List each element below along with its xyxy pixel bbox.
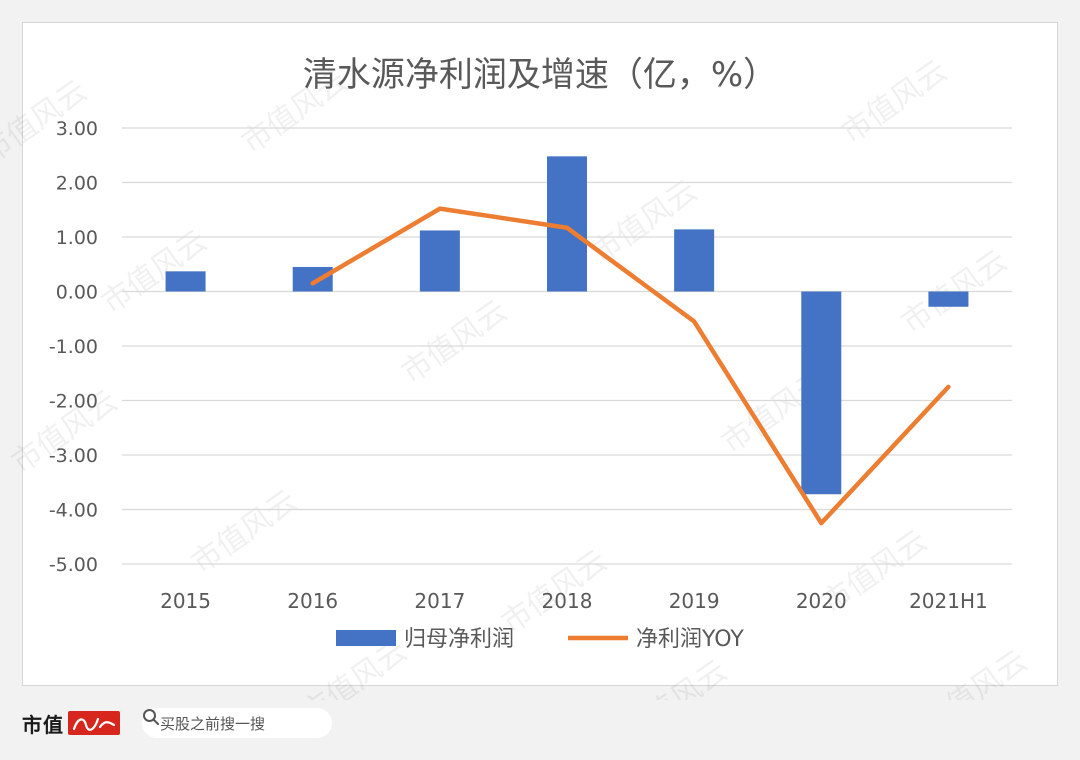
watermark-text: 市值风云 [915,643,1033,700]
brand-seal-icon [68,711,120,735]
x-tick-label: 2020 [796,589,847,613]
x-tick-label: 2021H1 [909,589,988,613]
legend-label: 净利润YOY [636,627,744,652]
search-placeholder: 买股之前搜一搜 [160,714,266,733]
watermark-text: 市值风云 [185,483,303,580]
bar [165,271,206,292]
line-path [310,206,951,526]
x-tick-label: 2019 [669,589,720,613]
watermark-text: 市值风云 [615,653,733,700]
bar [419,230,460,292]
x-tick-label: 2017 [414,589,465,613]
footer: 市值 买股之前搜一搜 [22,700,1058,746]
y-tick-label: -5.00 [49,554,98,576]
bar [928,291,969,307]
y-tick-label: 0.00 [56,282,98,304]
bar [801,291,842,495]
watermark-text: 市值风云 [395,293,513,390]
bar [292,266,333,292]
brand-name: 市值 [22,712,64,737]
bar-series [165,156,969,495]
x-tick-label: 2016 [287,589,338,613]
y-tick-label: -4.00 [49,500,98,522]
net-profit-chart: 市值风云市值风云市值风云市值风云市值风云市值风云市值风云市值风云市值风云市值风云… [0,53,1034,700]
y-tick-label: 3.00 [56,118,98,140]
bar [674,229,715,292]
x-axis-tick-labels: 2015 2016 2017 2018 2019 2020 2021H1 [160,589,988,613]
x-tick-label: 2018 [542,589,593,613]
chart-frame [22,22,1058,686]
chart-title: 清水源净利润及增速（亿，%） [303,55,777,95]
watermark-layer: 市值风云市值风云市值风云市值风云市值风云市值风云市值风云市值风云市值风云市值风云… [0,53,1034,700]
brand-logo: 市值 [22,708,120,738]
line-series [310,206,951,526]
y-tick-label: 2.00 [56,173,98,195]
x-tick-label: 2015 [160,589,211,613]
watermark-text: 市值风云 [835,53,953,150]
search-box[interactable]: 买股之前搜一搜 [142,708,332,738]
y-axis-tick-labels: 3.00 2.00 1.00 0.00 -1.00 -2.00 -3.00 -4.00 -5.0… [49,118,98,576]
legend: 归母净利润 净利润YOY [336,627,744,652]
legend-label: 归母净利润 [404,627,514,652]
legend-swatch-bar [336,630,396,646]
search-icon [143,709,159,725]
y-tick-label: -3.00 [49,445,98,467]
y-tick-label: 1.00 [56,227,98,249]
y-tick-label: -2.00 [49,391,98,413]
y-tick-label: -1.00 [49,336,98,358]
